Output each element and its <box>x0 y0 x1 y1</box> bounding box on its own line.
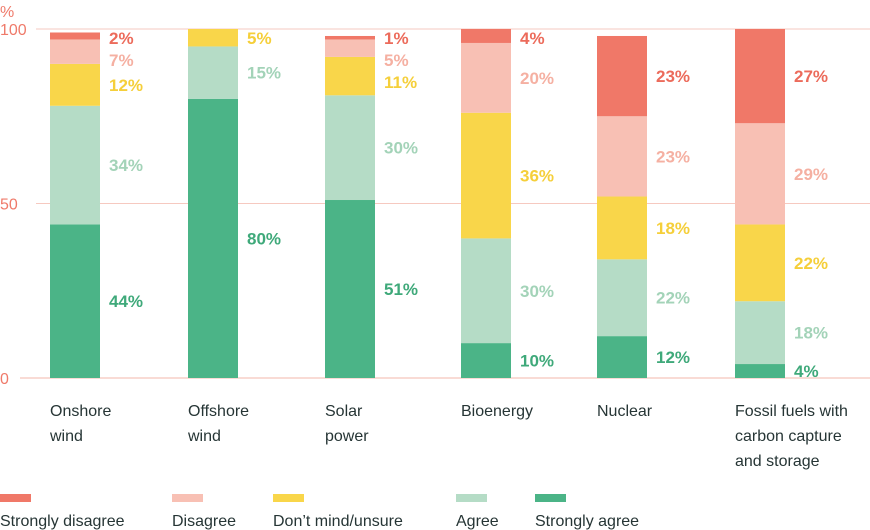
category-label: wind <box>187 428 221 445</box>
data-label: 10% <box>520 352 554 371</box>
bar-segment <box>50 63 100 106</box>
bar-segment <box>461 29 511 43</box>
bar-segment <box>461 343 511 378</box>
data-label: 30% <box>520 282 554 301</box>
bar-segment <box>597 259 647 337</box>
bar-segment <box>325 200 375 378</box>
bar-segment <box>735 224 785 302</box>
data-label: 5% <box>384 51 409 70</box>
data-label: 44% <box>109 292 143 311</box>
data-label: 80% <box>247 229 281 248</box>
bar-segment <box>188 29 238 47</box>
data-label: 11% <box>384 73 417 92</box>
data-label: 29% <box>794 165 828 184</box>
bar-segment <box>50 224 100 378</box>
category-label: Bioenergy <box>461 403 533 420</box>
data-label: 20% <box>520 69 554 88</box>
data-label: 15% <box>247 64 281 83</box>
data-label: 22% <box>656 289 690 308</box>
bar-segment <box>735 123 785 225</box>
category-label: Offshore <box>188 403 249 420</box>
data-label: 2% <box>109 29 134 48</box>
bar-segment <box>50 105 100 225</box>
data-label: 12% <box>109 76 143 95</box>
data-label: 18% <box>794 324 828 343</box>
data-label: 7% <box>109 51 134 70</box>
category-label: Fossil fuels with <box>735 403 848 420</box>
legend-swatch <box>273 494 304 502</box>
data-label: 22% <box>794 254 828 273</box>
legend-label: Strongly agree <box>535 513 639 530</box>
legend-label: Disagree <box>172 513 236 530</box>
bar-segment <box>735 364 785 378</box>
legend-swatch <box>172 494 203 502</box>
data-label: 18% <box>656 219 690 238</box>
data-label: 51% <box>384 280 418 299</box>
data-label: 23% <box>656 147 690 166</box>
bar-segment <box>597 196 647 260</box>
data-label: 4% <box>794 362 819 381</box>
data-label: 30% <box>384 139 418 158</box>
bar-segment <box>188 98 238 379</box>
data-label: 27% <box>794 67 828 86</box>
y-tick-label: 100 <box>0 22 27 39</box>
category-label: Onshore <box>50 403 111 420</box>
bar-segment <box>597 35 647 117</box>
data-label: 1% <box>384 29 409 48</box>
category-label: power <box>325 428 369 445</box>
bar-segment <box>325 35 375 40</box>
legend-swatch <box>535 494 566 502</box>
legend-swatch <box>0 494 31 502</box>
category-label: carbon capture <box>735 428 842 445</box>
bar-segment <box>461 238 511 344</box>
bar-segment <box>325 95 375 201</box>
data-label: 5% <box>247 29 272 48</box>
legend-label: Don’t mind/unsure <box>273 513 403 530</box>
y-tick-label: 0 <box>0 371 9 388</box>
bar-segment <box>50 32 100 40</box>
data-label: 34% <box>109 156 143 175</box>
data-label: 23% <box>656 67 690 86</box>
category-label: Nuclear <box>597 403 653 420</box>
bar-segment <box>597 336 647 378</box>
legend-label: Agree <box>456 513 499 530</box>
legend-swatch <box>456 494 487 502</box>
category-label: and storage <box>735 453 820 470</box>
y-tick-label: 50 <box>0 197 18 214</box>
bar-segment <box>597 116 647 197</box>
legend-label: Strongly disagree <box>0 513 125 530</box>
category-label: wind <box>49 428 83 445</box>
category-label: Solar <box>325 403 363 420</box>
bar-segment <box>735 301 785 365</box>
data-label: 4% <box>520 29 545 48</box>
bar-segment <box>325 39 375 57</box>
bar-segment <box>325 56 375 96</box>
y-axis-label: % <box>0 4 14 21</box>
bar-segment <box>461 42 511 113</box>
bar-segment <box>188 46 238 99</box>
data-label: 36% <box>520 167 554 186</box>
bar-segment <box>461 112 511 239</box>
data-label: 12% <box>656 348 690 367</box>
bar-segment <box>50 39 100 64</box>
bar-segment <box>735 29 785 124</box>
